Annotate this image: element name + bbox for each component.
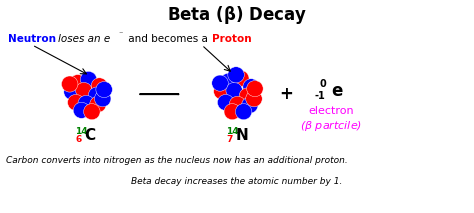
Circle shape	[214, 83, 230, 99]
Text: ($\beta$ partcile): ($\beta$ partcile)	[300, 119, 362, 133]
Circle shape	[241, 97, 258, 113]
Text: 6: 6	[75, 135, 82, 144]
Circle shape	[220, 73, 237, 89]
Circle shape	[212, 75, 228, 91]
Circle shape	[88, 87, 105, 103]
Text: Beta decay increases the atomic number by 1.: Beta decay increases the atomic number b…	[131, 177, 343, 186]
Circle shape	[239, 88, 255, 104]
Circle shape	[226, 82, 242, 99]
Circle shape	[73, 102, 90, 118]
Text: Beta ($\bfβ$) Decay: Beta ($\bfβ$) Decay	[167, 3, 307, 26]
Circle shape	[246, 91, 262, 107]
Circle shape	[94, 91, 111, 107]
Text: N: N	[236, 128, 248, 143]
Circle shape	[246, 81, 263, 97]
Text: Proton: Proton	[212, 34, 252, 44]
Text: e: e	[331, 82, 343, 100]
FancyArrowPatch shape	[140, 94, 179, 95]
Circle shape	[68, 94, 84, 111]
Circle shape	[70, 75, 86, 91]
Circle shape	[218, 94, 234, 111]
Circle shape	[96, 82, 112, 98]
Text: and becomes a: and becomes a	[125, 34, 211, 44]
Text: Neutron: Neutron	[9, 34, 60, 44]
Circle shape	[64, 84, 80, 100]
Circle shape	[76, 82, 92, 99]
Text: -1: -1	[314, 91, 325, 101]
Circle shape	[229, 96, 246, 112]
Text: C: C	[84, 128, 95, 143]
Text: Carbon converts into nitrogen as the nucleus now has an additional proton.: Carbon converts into nitrogen as the nuc…	[6, 157, 348, 166]
Circle shape	[243, 79, 259, 95]
Circle shape	[90, 96, 106, 112]
Text: +: +	[280, 85, 293, 103]
Circle shape	[91, 78, 108, 94]
Circle shape	[228, 67, 244, 83]
Circle shape	[78, 95, 94, 111]
Circle shape	[83, 104, 100, 120]
Text: electron: electron	[309, 106, 354, 116]
Text: 14: 14	[226, 127, 238, 136]
Text: 7: 7	[227, 135, 233, 144]
Text: loses an e: loses an e	[58, 34, 110, 44]
Text: 14: 14	[75, 127, 88, 136]
Circle shape	[62, 76, 78, 92]
Circle shape	[80, 71, 97, 88]
Circle shape	[236, 104, 252, 120]
Text: 0: 0	[319, 79, 326, 89]
Circle shape	[233, 71, 249, 86]
Circle shape	[224, 104, 240, 120]
Text: ⁻: ⁻	[118, 30, 123, 39]
